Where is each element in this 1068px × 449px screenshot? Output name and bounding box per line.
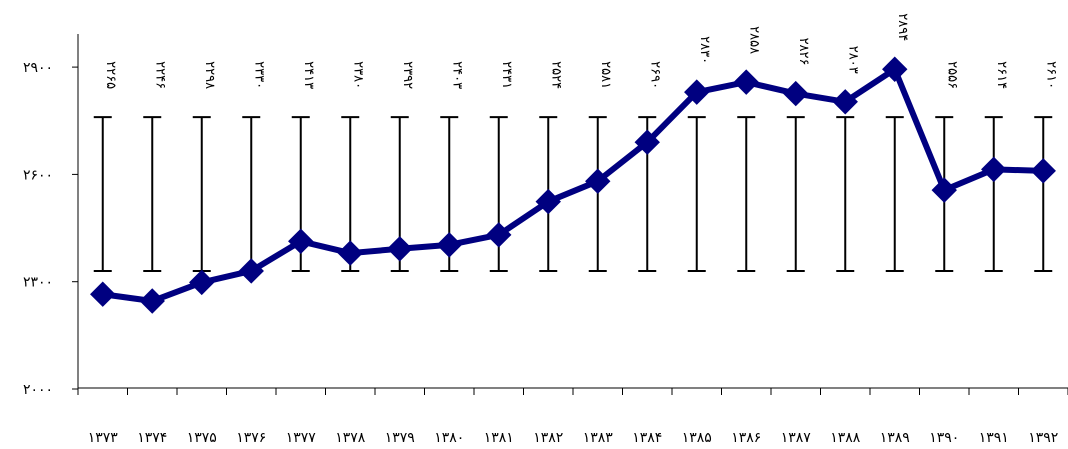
data-label: ۲۳۹۲ [400, 61, 415, 89]
x-tick-label: ۱۳۷۵ [187, 430, 217, 446]
data-label: ۲۵۲۴ [548, 61, 563, 89]
data-point [189, 269, 215, 296]
data-point [931, 177, 957, 203]
data-point [981, 156, 1007, 183]
data-label: ۲۶۱۰ [1043, 61, 1058, 89]
x-tick-label: ۱۳۷۳ [88, 430, 119, 446]
data-point [139, 288, 165, 314]
data-labels: ۲۲۶۵ ۲۲۴۶ ۲۲۹۸ ۲۳۳۰ ۲۴۱۳ ۲۳۸۰ ۲۳۹۲ ۲۴۰۳ ۲۴۳۱ ۲۵۲۴… [103, 13, 1059, 89]
error-bar [737, 116, 756, 272]
error-bar [242, 116, 261, 272]
x-tick-label: ۱۳۹۰ [929, 430, 959, 446]
data-label: ۲۲۹۸ [202, 61, 217, 89]
data-label: ۲۲۴۶ [152, 61, 167, 89]
data-label: ۲۵۵۶ [944, 61, 959, 89]
error-bar [192, 116, 211, 272]
data-point [535, 188, 561, 215]
x-tick-label: ۱۳۹۱ [979, 430, 1009, 446]
axes: ۲۰۰۰ ۲۳۰۰ ۲۶۰۰ ۲۹۰۰ ۱۳۷۳ ۱۳۷۴ ۱۳۷۵ ۱۳۷۶ ۱۳۷۷ ۱۳۷۸… [23, 34, 1068, 446]
error-bar [687, 116, 706, 272]
x-tick-label: ۱۳۸۱ [484, 430, 514, 446]
error-bar [1034, 116, 1053, 272]
data-label: ۲۳۸۰ [350, 61, 365, 89]
error-bar [93, 116, 112, 272]
data-point [387, 236, 413, 262]
x-tick-label: ۱۳۸۳ [583, 430, 614, 446]
data-label: ۲۶۹۰ [647, 61, 662, 89]
x-tick-label: ۱۳۸۶ [731, 430, 761, 446]
data-point [1030, 158, 1056, 184]
x-tick-label: ۱۳۷۶ [236, 430, 266, 446]
x-tick-label: ۱۳۸۷ [781, 430, 812, 446]
error-bar [588, 116, 607, 272]
x-tick-label: ۱۳۸۸ [830, 430, 861, 446]
x-tick-label: ۱۳۷۸ [335, 430, 366, 446]
x-tick-label: ۱۳۷۴ [137, 430, 167, 446]
x-tick-label: ۱۳۹۲ [1028, 430, 1058, 446]
x-tick-label: ۱۳۸۹ [880, 430, 910, 446]
error-bar [885, 116, 904, 272]
data-point [684, 79, 710, 105]
error-bar [786, 116, 805, 272]
x-tick-label: ۱۳۸۴ [632, 430, 662, 446]
data-point [288, 228, 314, 254]
data-point [733, 69, 759, 95]
x-tick-label: ۱۳۸۵ [682, 430, 712, 446]
error-bar [984, 116, 1003, 272]
x-tick-label: ۱۳۸۲ [533, 430, 563, 446]
data-point [634, 129, 660, 155]
x-tick-label: ۱۳۷۹ [385, 430, 415, 446]
error-bar [836, 116, 855, 272]
y-tick-label: ۲۹۰۰ [23, 60, 53, 76]
data-label: ۲۸۵۸ [746, 26, 761, 54]
data-point [585, 168, 611, 194]
data-label: ۲۸۲۶ [796, 38, 811, 66]
data-label: ۲۲۶۵ [103, 61, 118, 89]
data-label: ۲۵۸۱ [598, 61, 613, 89]
series-polyline [102, 66, 1044, 305]
y-tick-label: ۲۳۰۰ [23, 275, 53, 291]
data-label: ۲۴۱۳ [301, 61, 316, 89]
data-point [882, 56, 908, 82]
data-point [832, 89, 858, 115]
y-tick-label: ۲۶۰۰ [23, 167, 53, 183]
data-point [783, 80, 809, 107]
data-label: ۲۴۳۱ [499, 61, 514, 89]
x-tick-label: ۱۳۸۰ [434, 430, 464, 446]
series-line [90, 56, 1056, 314]
data-label: ۲۳۳۰ [251, 61, 266, 89]
data-label: ۲۸۰۳ [845, 46, 860, 74]
x-tick-label: ۱۳۷۷ [286, 430, 317, 446]
data-point [337, 240, 363, 266]
data-label: ۲۸۹۴ [895, 13, 910, 41]
data-point [436, 232, 462, 258]
y-tick-label: ۲۰۰۰ [23, 382, 53, 398]
data-label: ۲۶۱۴ [994, 61, 1009, 89]
data-point [238, 258, 264, 284]
data-point [90, 281, 116, 307]
data-label: ۲۸۳۰ [697, 36, 712, 64]
error-bar [489, 116, 508, 272]
data-point [486, 222, 512, 248]
error-bar [143, 116, 162, 272]
data-label: ۲۴۰۳ [449, 61, 464, 89]
